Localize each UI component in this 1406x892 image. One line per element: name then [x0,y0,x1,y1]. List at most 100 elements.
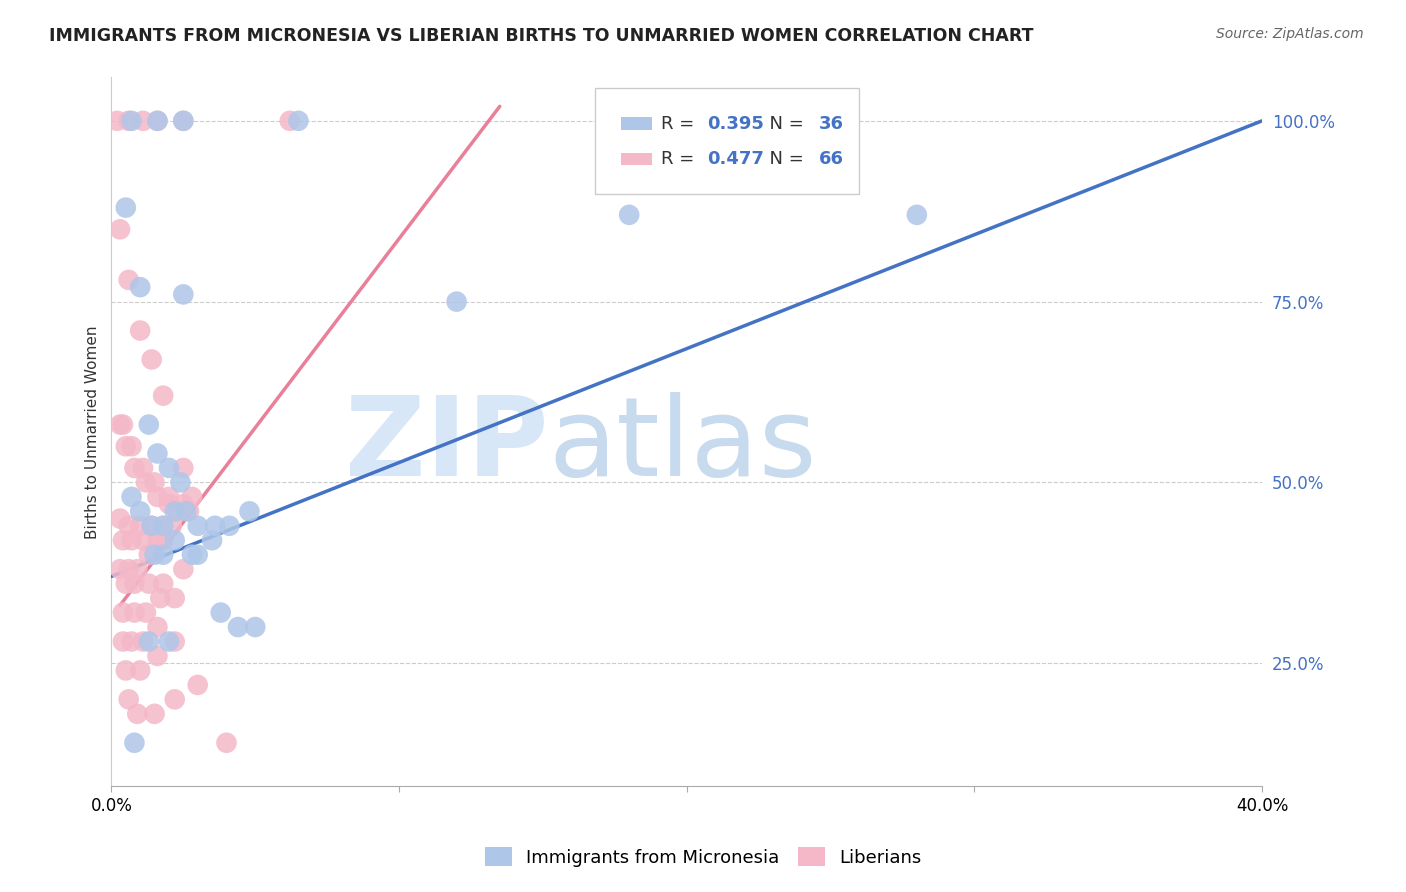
Point [127,706,149,721]
Point [181,490,204,504]
Point [278,113,301,128]
Point [108,417,131,432]
Point [143,706,166,721]
Point [132,461,155,475]
Point [143,548,166,562]
Point [209,606,232,620]
Text: N =: N = [758,114,810,133]
Point [118,273,141,287]
Point [287,113,309,128]
Point [187,518,209,533]
Point [135,475,157,490]
Point [172,461,194,475]
Point [166,504,188,518]
Point [146,113,169,128]
Point [141,518,163,533]
Point [108,511,131,525]
Text: 0.395: 0.395 [707,114,765,133]
Point [160,518,183,533]
Point [129,664,152,678]
Text: 0.477: 0.477 [707,150,765,168]
Point [172,287,194,301]
Point [187,548,209,562]
Point [129,324,152,338]
Point [201,533,224,548]
Point [146,490,169,504]
Text: 36: 36 [820,114,844,133]
Point [619,208,641,222]
Point [146,446,169,460]
Text: 66: 66 [820,150,844,168]
Text: N =: N = [758,150,810,168]
Bar [621,117,652,130]
Point [157,461,180,475]
Point [138,417,160,432]
Point [108,222,131,236]
Point [238,504,260,518]
Text: Source: ZipAtlas.com: Source: ZipAtlas.com [1216,27,1364,41]
Point [146,533,169,548]
Point [138,634,160,648]
Point [146,620,169,634]
Point [905,208,928,222]
Point [121,533,143,548]
Y-axis label: Births to Unmarried Women: Births to Unmarried Women [86,325,100,539]
Point [152,548,174,562]
Point [187,678,209,692]
Point [118,692,141,706]
Point [121,634,143,648]
Point [157,497,180,511]
Point [132,634,155,648]
Point [245,620,267,634]
Point [163,533,186,548]
Text: R =: R = [661,114,700,133]
Point [129,518,152,533]
Point [118,518,141,533]
Point [146,648,169,663]
Point [172,113,194,128]
Point [174,504,197,518]
Point [181,548,204,562]
Point [152,576,174,591]
Text: IMMIGRANTS FROM MICRONESIA VS LIBERIAN BIRTHS TO UNMARRIED WOMEN CORRELATION CHA: IMMIGRANTS FROM MICRONESIA VS LIBERIAN B… [49,27,1033,45]
Point [111,606,134,620]
Point [152,533,174,548]
Point [204,518,226,533]
Point [215,736,238,750]
Point [446,294,468,309]
Point [114,664,136,678]
Point [152,518,174,533]
Point [163,504,186,518]
Point [105,113,128,128]
Text: ZIP: ZIP [346,392,548,500]
Point [121,439,143,453]
Point [146,113,169,128]
Point [135,606,157,620]
Point [118,113,141,128]
Point [177,504,200,518]
Point [149,591,172,606]
Point [163,692,186,706]
Point [141,352,163,367]
Point [152,518,174,533]
Point [121,490,143,504]
Point [226,620,249,634]
Point [127,562,149,576]
Point [124,576,146,591]
Text: R =: R = [661,150,700,168]
Bar [621,153,652,165]
Point [129,280,152,294]
FancyBboxPatch shape [595,88,859,194]
Point [138,548,160,562]
Point [163,591,186,606]
Point [163,634,186,648]
Point [132,533,155,548]
Point [157,490,180,504]
Point [172,562,194,576]
Point [124,606,146,620]
Point [129,504,152,518]
Point [114,439,136,453]
Point [124,736,146,750]
Point [143,475,166,490]
Point [152,389,174,403]
